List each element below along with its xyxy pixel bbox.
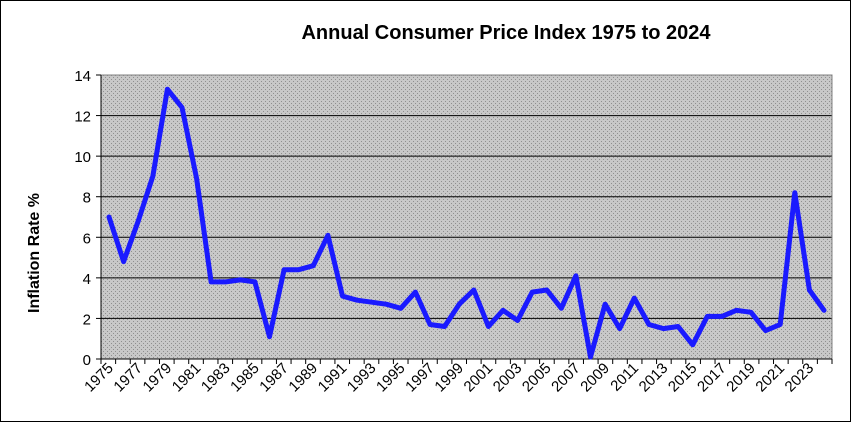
x-tick-label: 2017: [694, 360, 730, 396]
x-tick-label: 2009: [577, 360, 613, 396]
y-tick-label: 10: [74, 149, 91, 166]
x-tick-label: 1983: [198, 360, 234, 396]
x-tick-label: 1985: [227, 360, 263, 396]
x-tick-label: 2003: [490, 360, 526, 396]
chart-title: Annual Consumer Price Index 1975 to 2024: [301, 22, 711, 44]
y-tick-label: 14: [74, 68, 91, 85]
x-tick-label: 1991: [315, 360, 351, 396]
y-tick-label: 0: [83, 352, 91, 369]
x-tick-label: 2001: [461, 360, 497, 396]
x-tick-label: 1995: [373, 360, 409, 396]
x-tick-label: 2005: [519, 360, 555, 396]
x-tick-label: 1987: [256, 360, 292, 396]
x-tick-label: 1997: [402, 360, 438, 396]
x-tick-label: 2023: [782, 360, 818, 396]
y-axis-label: Inflation Rate %: [26, 193, 43, 313]
x-tick-label: 1993: [344, 360, 380, 396]
plot-area: [101, 75, 832, 359]
y-tick-label: 12: [74, 109, 91, 126]
x-tick-label: 2015: [665, 360, 701, 396]
y-tick-label: 4: [83, 271, 91, 288]
x-tick-label: 2019: [723, 360, 759, 396]
x-tick-label: 1999: [431, 360, 467, 396]
y-tick-label: 8: [83, 190, 91, 207]
x-tick-label: 2007: [548, 360, 584, 396]
x-tick-label: 1981: [169, 360, 205, 396]
series-line-0: [106, 86, 827, 360]
x-tick-label: 1977: [110, 360, 146, 396]
x-tick-label: 1989: [285, 360, 321, 396]
x-tick-label: 2021: [752, 360, 788, 396]
y-tick-label: 2: [83, 311, 91, 328]
x-tick-label: 2013: [636, 360, 672, 396]
y-tick-label: 6: [83, 230, 91, 247]
x-tick-label: 2011: [607, 360, 642, 395]
x-tick-label: 1979: [140, 360, 176, 396]
